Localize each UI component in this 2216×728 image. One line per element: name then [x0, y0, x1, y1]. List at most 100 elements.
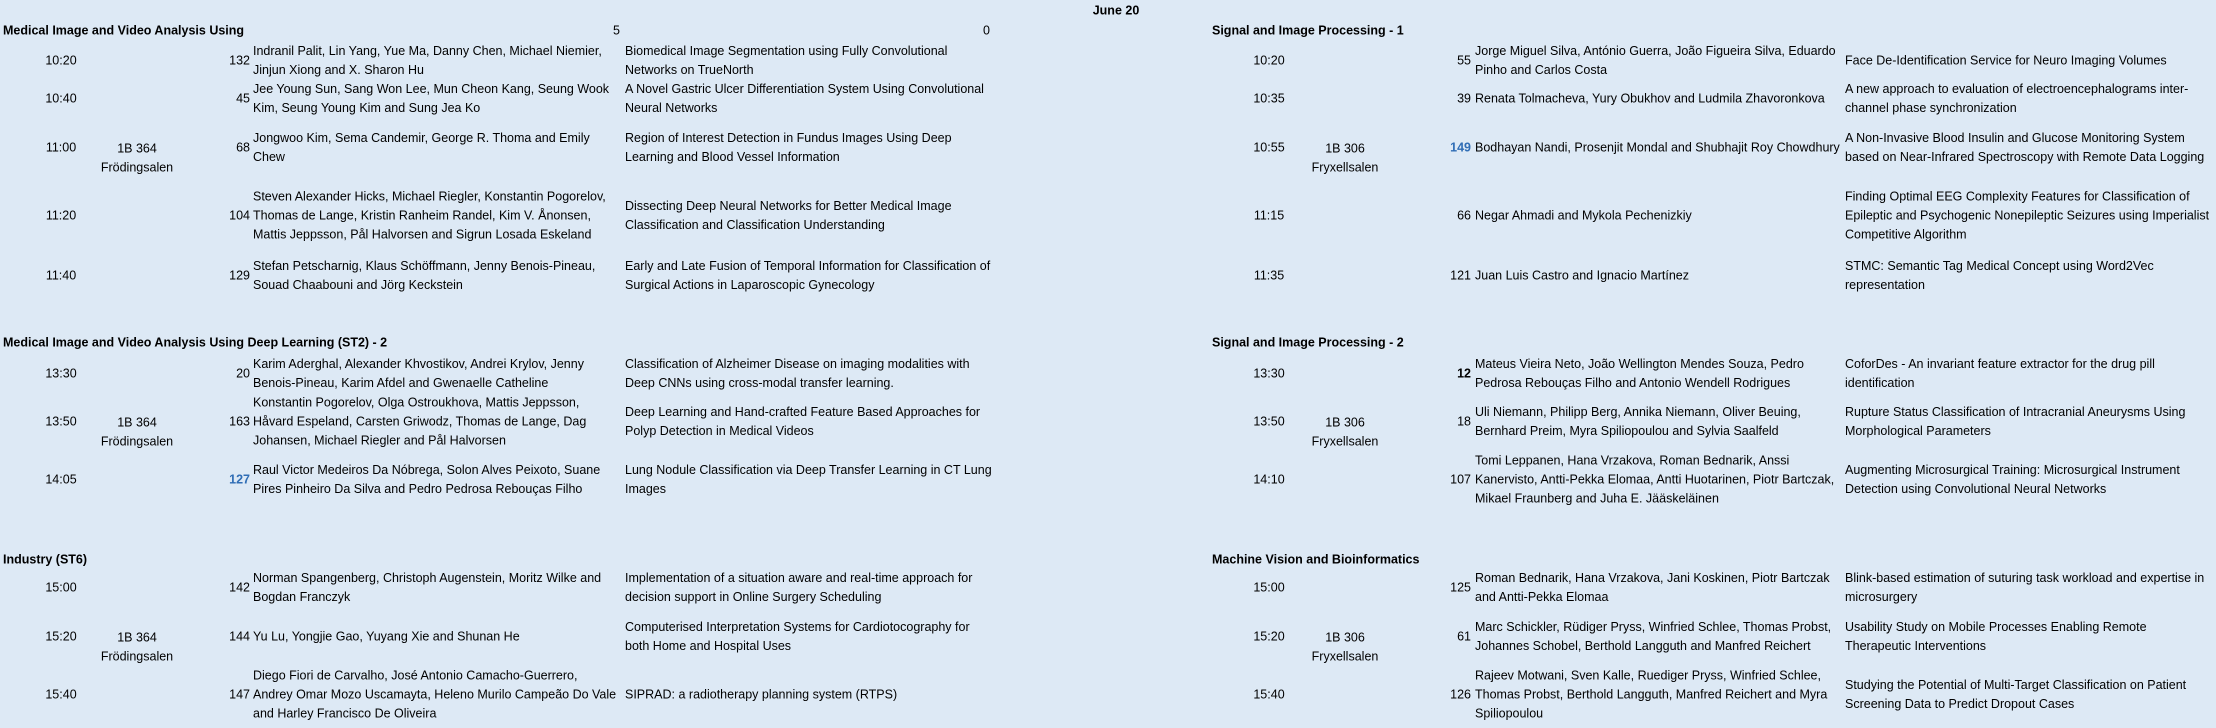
- talk-id: 132: [229, 53, 250, 68]
- talk-time: 13:50: [45, 414, 77, 429]
- talk-id: 20: [236, 366, 250, 381]
- header-count: 5: [613, 23, 620, 38]
- talk-title: Lung Nodule Classification via Deep Tran…: [625, 463, 992, 496]
- talk-authors: Bodhayan Nandi, Prosenjit Mondal and Shu…: [1475, 140, 1840, 155]
- talk-id: 144: [229, 629, 250, 644]
- talk-time: 15:20: [1253, 629, 1285, 644]
- talk-authors: Marc Schickler, Rüdiger Pryss, Winfried …: [1475, 620, 1832, 653]
- talk-title: A Non-Invasive Blood Insulin and Glucose…: [1845, 131, 2205, 164]
- talk-time: 10:20: [45, 53, 77, 68]
- talk-authors: Renata Tolmacheva, Yury Obukhov and Ludm…: [1475, 91, 1825, 106]
- talk-authors: Yu Lu, Yongjie Gao, Yuyang Xie and Shuna…: [253, 629, 520, 644]
- talk-time: 15:00: [45, 580, 77, 595]
- talk-authors: Stefan Petscharnig, Klaus Schöffmann, Je…: [253, 259, 596, 292]
- talk-title: Computerised Interpretation Systems for …: [625, 620, 970, 653]
- talk-time: 13:50: [1253, 414, 1285, 429]
- talk-id: 55: [1457, 53, 1471, 68]
- talk-id: 147: [229, 687, 250, 702]
- room: 1B 364: [117, 630, 157, 644]
- talk-id: 18: [1457, 414, 1471, 429]
- session-title: Industry (ST6): [3, 552, 88, 567]
- talk-title: SIPRAD: a radiotherapy planning system (…: [625, 687, 898, 702]
- talk-time: 14:10: [1253, 472, 1285, 487]
- talk-authors: Diego Fiori de Carvalho, José Antonio Ca…: [253, 668, 617, 721]
- room: Fryxellsalen: [1311, 160, 1379, 174]
- talk-authors: Jee Young Sun, Sang Won Lee, Mun Cheon K…: [253, 82, 610, 115]
- talk-authors: Jorge Miguel Silva, António Guerra, João…: [1475, 44, 1836, 77]
- header-count: 0: [983, 23, 990, 38]
- room: Fryxellsalen: [1311, 649, 1379, 663]
- talk-authors: Tomi Leppanen, Hana Vrzakova, Roman Bedn…: [1475, 453, 1835, 506]
- session-title: Signal and Image Processing - 1: [1212, 23, 1404, 38]
- talk-authors: Raul Victor Medeiros Da Nóbrega, Solon A…: [253, 463, 601, 496]
- room: Fryxellsalen: [1311, 434, 1379, 448]
- talk-title: Biomedical Image Segmentation using Full…: [625, 44, 948, 77]
- talk-title: Implementation of a situation aware and …: [625, 571, 973, 604]
- talk-title: Dissecting Deep Neural Networks for Bett…: [625, 199, 952, 232]
- talk-id: 121: [1450, 268, 1471, 283]
- talk-authors: Rajeev Motwani, Sven Kalle, Ruediger Pry…: [1475, 668, 1828, 721]
- talk-time: 11:15: [1253, 208, 1285, 223]
- talk-id: 12: [1457, 366, 1471, 381]
- talk-id: 163: [229, 414, 250, 429]
- talk-id: 127: [229, 472, 250, 487]
- room: 1B 306: [1325, 141, 1365, 155]
- talk-time: 10:20: [1253, 53, 1285, 68]
- room: Frödingsalen: [100, 434, 174, 448]
- talk-authors: Norman Spangenberg, Christoph Augenstein…: [253, 571, 602, 604]
- room: 1B 306: [1325, 415, 1365, 429]
- talk-time: 14:05: [45, 472, 77, 487]
- talk-authors: Karim Aderghal, Alexander Khvostikov, An…: [253, 357, 584, 390]
- talk-id: 61: [1457, 629, 1471, 644]
- talk-id: 68: [236, 140, 250, 155]
- talk-title: CoforDes - An invariant feature extracto…: [1845, 357, 2155, 390]
- talk-title: Early and Late Fusion of Temporal Inform…: [625, 259, 991, 292]
- talk-time: 11:35: [1253, 268, 1285, 283]
- talk-authors: Negar Ahmadi and Mykola Pechenizkiy: [1475, 208, 1692, 223]
- talk-title: Blink-based estimation of suturing task …: [1845, 571, 2205, 604]
- talk-authors: Juan Luis Castro and Ignacio Martínez: [1475, 268, 1690, 283]
- talk-time: 13:30: [45, 366, 77, 381]
- talk-id: 39: [1457, 91, 1471, 106]
- talk-title: Deep Learning and Hand-crafted Feature B…: [625, 405, 981, 438]
- talk-authors: Indranil Palit, Lin Yang, Yue Ma, Danny …: [253, 44, 602, 77]
- talk-title: Studying the Potential of Multi-Target C…: [1845, 678, 2187, 711]
- talk-time: 15:20: [45, 629, 77, 644]
- talk-title: A new approach to evaluation of electroe…: [1845, 82, 2189, 115]
- talk-id: 142: [229, 580, 250, 595]
- room: 1B 364: [117, 141, 157, 155]
- talk-time: 15:40: [45, 687, 77, 702]
- talk-time: 10:40: [45, 91, 77, 106]
- talk-title: Classification of Alzheimer Disease on i…: [625, 357, 970, 390]
- talk-authors: Jongwoo Kim, Sema Candemir, George R. Th…: [253, 131, 590, 164]
- talk-title: Finding Optimal EEG Complexity Features …: [1845, 189, 2210, 242]
- talk-id: 149: [1450, 140, 1471, 155]
- session-title: Signal and Image Processing - 2: [1212, 335, 1404, 350]
- talk-title: Region of Interest Detection in Fundus I…: [625, 131, 952, 164]
- talk-time: 11:00: [45, 140, 77, 155]
- session-title: Medical Image and Video Analysis Using: [3, 23, 245, 38]
- talk-title: Augmenting Microsurgical Training: Micro…: [1845, 463, 2180, 496]
- talk-id: 125: [1450, 580, 1471, 595]
- talk-title: Face De-Identification Service for Neuro…: [1845, 53, 2167, 68]
- talk-title: STMC: Semantic Tag Medical Concept using…: [1845, 259, 2154, 292]
- talk-id: 66: [1457, 208, 1471, 223]
- talk-title: A Novel Gastric Ulcer Differentiation Sy…: [625, 82, 984, 115]
- talk-time: 13:30: [1253, 366, 1285, 381]
- room: 1B 364: [117, 415, 157, 429]
- talk-authors: Konstantin Pogorelov, Olga Ostroukhova, …: [253, 395, 587, 448]
- talk-authors: Uli Niemann, Philipp Berg, Annika Nieman…: [1475, 405, 1801, 438]
- talk-time: 11:20: [45, 208, 77, 223]
- talk-authors: Mateus Vieira Neto, João Wellington Mend…: [1475, 357, 1804, 390]
- talk-id: 126: [1450, 687, 1471, 702]
- talk-authors: Steven Alexander Hicks, Michael Riegler,…: [253, 189, 606, 242]
- session-title: Medical Image and Video Analysis Using D…: [3, 335, 388, 350]
- talk-id: 107: [1450, 472, 1471, 487]
- date-header: June 20: [1092, 3, 1140, 18]
- room: Frödingsalen: [100, 649, 174, 663]
- talk-id: 129: [229, 268, 250, 283]
- room: Frödingsalen: [100, 160, 174, 174]
- talk-time: 11:40: [45, 268, 77, 283]
- talk-time: 10:35: [1253, 91, 1285, 106]
